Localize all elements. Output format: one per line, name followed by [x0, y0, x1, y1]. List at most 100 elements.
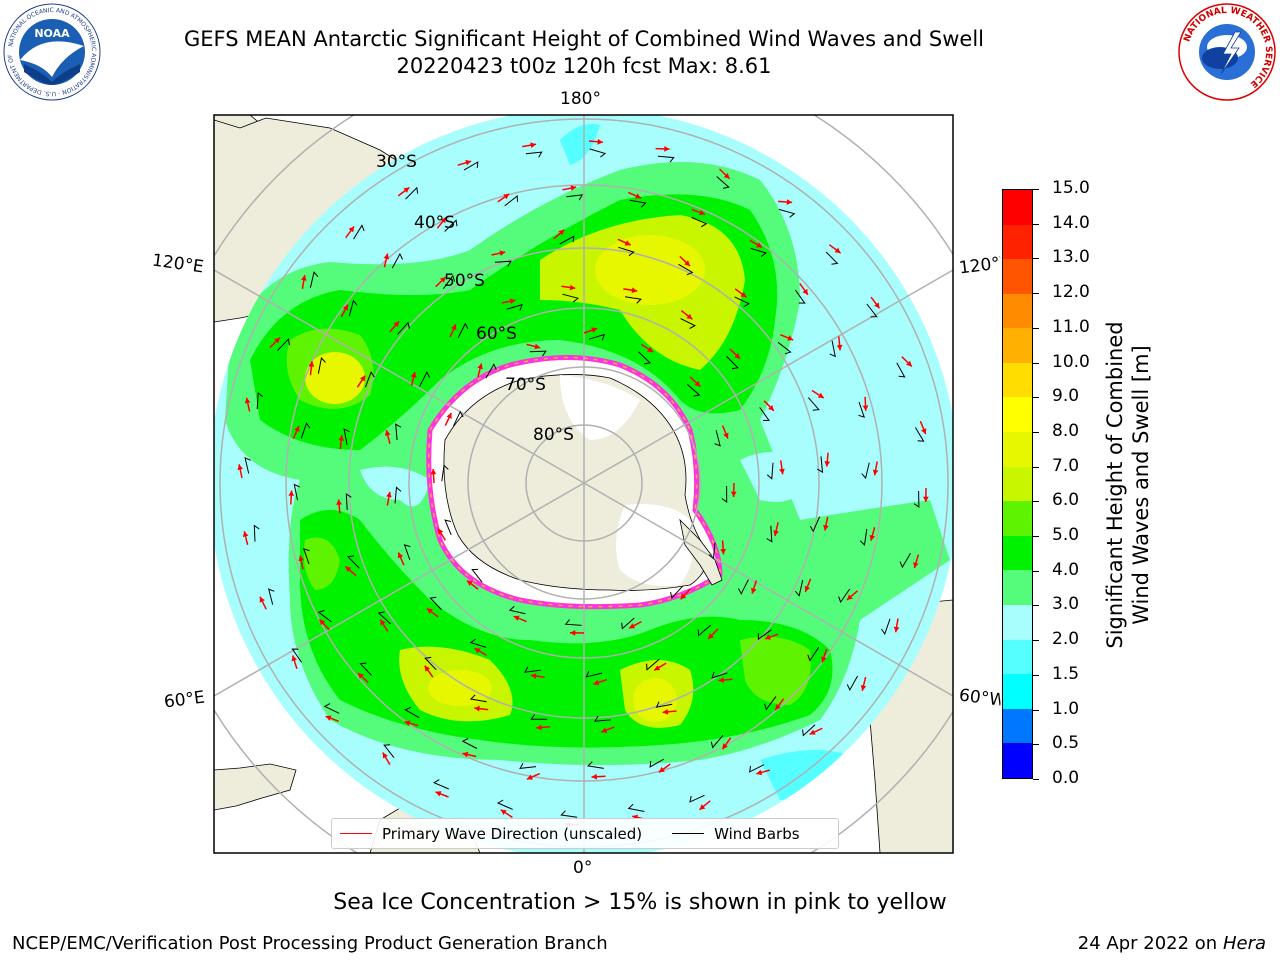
- wave-direction-arrowhead: [846, 594, 853, 600]
- wave-direction-arrowhead: [345, 566, 352, 572]
- colorbar-tick-mark: [1033, 258, 1039, 260]
- wind-barb: [508, 605, 526, 615]
- wave-direction-arrowhead: [786, 199, 793, 205]
- legend-swatch-wave-direction: [340, 833, 372, 834]
- wind-barb: [655, 701, 673, 708]
- wave-max-region-b: [595, 235, 705, 305]
- wind-barb: [383, 744, 395, 759]
- wind-barb: [433, 779, 449, 790]
- wind-barb: [846, 675, 859, 692]
- wind-barb: [444, 519, 452, 536]
- wind-barb: [444, 219, 458, 232]
- wind-barb: [253, 524, 260, 542]
- colorbar-tick-label: 1.5: [1052, 663, 1080, 684]
- colorbar-tick-mark: [1033, 779, 1039, 780]
- wind-barb: [708, 542, 716, 560]
- wind-barb: [564, 619, 582, 626]
- wave-direction-arrowhead: [921, 428, 927, 435]
- wave-direction-arrowhead: [740, 291, 747, 298]
- colorbar-segment: [1003, 397, 1032, 433]
- wave-direction-arrowhead: [474, 705, 480, 712]
- wind-barb: [452, 410, 464, 427]
- wind-barb: [309, 271, 319, 288]
- wave-direction-arrowhead: [723, 172, 730, 179]
- wave-direction-arrowhead: [720, 548, 726, 555]
- wave-direction-arrowhead: [775, 704, 781, 711]
- wave-direction-arrowhead: [438, 528, 444, 535]
- wave-direction-arrowhead: [862, 405, 869, 411]
- wind-barb: [748, 764, 765, 773]
- wind-barb: [859, 528, 868, 546]
- wind-barb: [766, 462, 774, 480]
- wind-barb: [726, 356, 739, 370]
- colorbar-segment: [1003, 708, 1032, 744]
- wind-barb: [618, 246, 635, 257]
- wind-barb: [802, 724, 816, 737]
- lat-label-80s: 80°S: [533, 425, 574, 445]
- nws-logo: NATIONAL WEATHER SERVICE: [1178, 3, 1276, 101]
- wind-barb: [627, 803, 645, 812]
- wind-barb: [394, 486, 402, 504]
- wave-direction-arrowhead: [913, 562, 919, 568]
- wave-direction-arrowhead: [383, 253, 390, 260]
- colorbar-tick-label: 6.0: [1052, 490, 1080, 511]
- wind-barb: [494, 260, 512, 267]
- colorbar-segment: [1003, 432, 1032, 467]
- wave-direction-arrowhead: [593, 679, 600, 686]
- colorbar-tick-label: 5.0: [1052, 525, 1080, 546]
- colorbar-tick-mark: [1033, 293, 1039, 295]
- wind-barb: [629, 199, 647, 208]
- wave-direction-arrowhead: [751, 587, 757, 594]
- wind-barb: [359, 662, 372, 676]
- wave-direction-arrowhead: [834, 247, 841, 254]
- wave-direction-arrowhead: [629, 623, 636, 629]
- wave-direction-arrowhead: [686, 313, 693, 320]
- wave-direction-arrowhead: [664, 146, 670, 152]
- wind-barb: [463, 161, 479, 171]
- wave-direction-arrowhead: [723, 432, 729, 439]
- wind-barb: [391, 252, 403, 269]
- wind-barb: [276, 338, 290, 352]
- wind-barb: [397, 321, 410, 335]
- wave-direction-arrowhead: [680, 593, 687, 600]
- colorbar-tick-mark: [1033, 397, 1039, 399]
- wind-barb: [395, 423, 402, 441]
- wave-direction-arrowhead: [536, 724, 542, 731]
- colorbar-segment: [1003, 259, 1032, 294]
- colorbar-tick-label: 9.0: [1052, 386, 1080, 407]
- colorbar-segment: [1003, 570, 1032, 606]
- wave-direction-arrowhead: [477, 363, 483, 370]
- wind-barb: [778, 208, 796, 218]
- wave-direction-arrowhead: [694, 380, 701, 387]
- colorbar-tick-label: 7.0: [1052, 455, 1080, 476]
- colorbar-segment: [1003, 293, 1032, 329]
- noaa-logo: NATIONAL OCEANIC AND ATMOSPHERIC ADMINIS…: [2, 2, 101, 101]
- wind-barb: [588, 333, 606, 341]
- wave-max-region-d: [633, 678, 677, 722]
- wave-direction-arrowhead: [558, 229, 565, 236]
- wave-max-region-c: [428, 670, 492, 706]
- wind-barb: [858, 401, 865, 418]
- wind-barb: [403, 544, 411, 561]
- colorbar-tick-mark: [1033, 327, 1039, 329]
- wave-direction-arrowhead: [430, 469, 437, 475]
- wave-direction-arrowhead: [466, 580, 473, 586]
- colorbar-tick-label: 14.0: [1052, 212, 1090, 233]
- colorbar-tick-mark: [1033, 709, 1039, 711]
- wind-barb: [405, 186, 419, 200]
- wind-barb: [523, 666, 541, 673]
- wave-direction-arrowhead: [756, 242, 762, 248]
- wave-direction-arrowhead: [439, 277, 446, 283]
- wind-barb: [267, 588, 275, 605]
- wind-barb: [343, 428, 350, 445]
- wind-barb: [697, 624, 712, 637]
- vector-layer: [237, 138, 929, 828]
- wave-direction-arrowhead: [242, 531, 249, 537]
- lon-label-180: 180°: [560, 89, 601, 109]
- wave-direction-arrowhead: [499, 250, 506, 256]
- colorbar-tick-label: 12.0: [1052, 282, 1090, 303]
- footer-date: 24 Apr 2022 on Hera: [1078, 933, 1266, 954]
- ross-ice-shelf: [560, 375, 640, 440]
- wind-barb: [757, 629, 772, 641]
